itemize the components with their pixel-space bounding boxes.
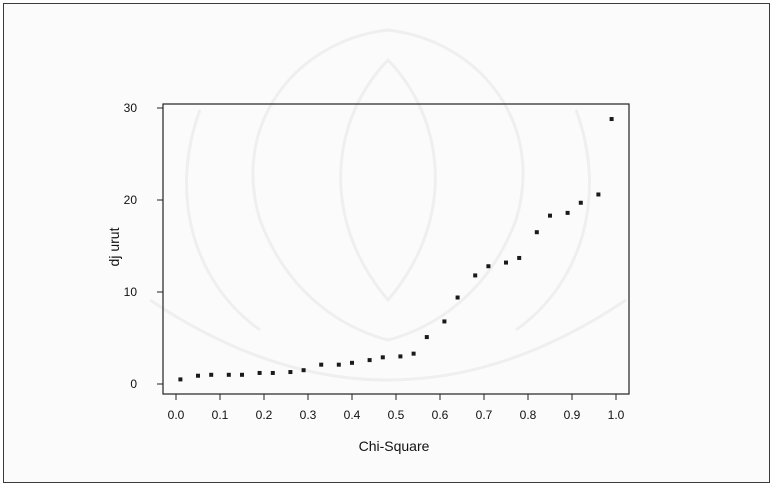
data-point <box>534 230 539 235</box>
x-axis: 0.0 0.1 0.2 0.3 0.4 0.5 0.6 0.7 0.8 0.9 1.0 <box>168 394 625 422</box>
x-tick-label: 0.0 <box>168 408 185 422</box>
data-point <box>257 370 262 375</box>
x-tick-label: 0.8 <box>520 408 537 422</box>
y-tick-label: 30 <box>124 101 138 115</box>
data-point <box>565 210 570 215</box>
data-point <box>350 360 354 365</box>
figure-frame <box>3 3 770 483</box>
data-point <box>226 372 231 377</box>
data-point <box>270 370 275 375</box>
data-point <box>455 295 460 300</box>
data-point <box>336 362 341 367</box>
data-point <box>517 255 522 260</box>
data-point <box>504 260 508 265</box>
x-axis-title: Chi-Square <box>359 438 430 454</box>
data-point <box>609 117 614 122</box>
data-point <box>178 377 183 382</box>
plot-area <box>162 103 630 395</box>
data-point <box>288 370 293 375</box>
data-point <box>424 335 429 340</box>
y-axis: 0 10 20 30 <box>124 101 163 391</box>
x-tick-label: 0.7 <box>476 408 493 422</box>
data-point <box>380 355 385 360</box>
x-tick-label: 0.5 <box>388 408 405 422</box>
x-tick-label: 0.9 <box>564 408 581 422</box>
y-axis-title: dj urut <box>106 227 122 266</box>
data-point <box>367 358 372 363</box>
x-tick-label: 0.4 <box>344 408 361 422</box>
x-tick-label: 0.2 <box>256 408 273 422</box>
data-point <box>196 373 200 378</box>
data-point <box>319 362 324 367</box>
data-point <box>548 213 552 218</box>
y-tick-label: 20 <box>124 193 138 207</box>
data-point <box>473 273 478 278</box>
data-point <box>596 192 601 197</box>
data-point <box>486 264 491 269</box>
x-tick-label: 0.3 <box>300 408 317 422</box>
data-point <box>209 372 214 377</box>
x-tick-label: 0.1 <box>212 408 229 422</box>
data-point <box>398 354 403 359</box>
data-point <box>442 319 447 324</box>
data-point <box>578 200 583 205</box>
x-tick-label: 0.6 <box>432 408 449 422</box>
data-point <box>301 368 306 373</box>
y-tick-label: 10 <box>124 285 138 299</box>
x-tick-label: 1.0 <box>608 408 625 422</box>
y-tick-label: 0 <box>130 377 137 391</box>
data-point <box>411 351 416 356</box>
data-points <box>178 117 614 382</box>
data-point <box>240 372 244 377</box>
